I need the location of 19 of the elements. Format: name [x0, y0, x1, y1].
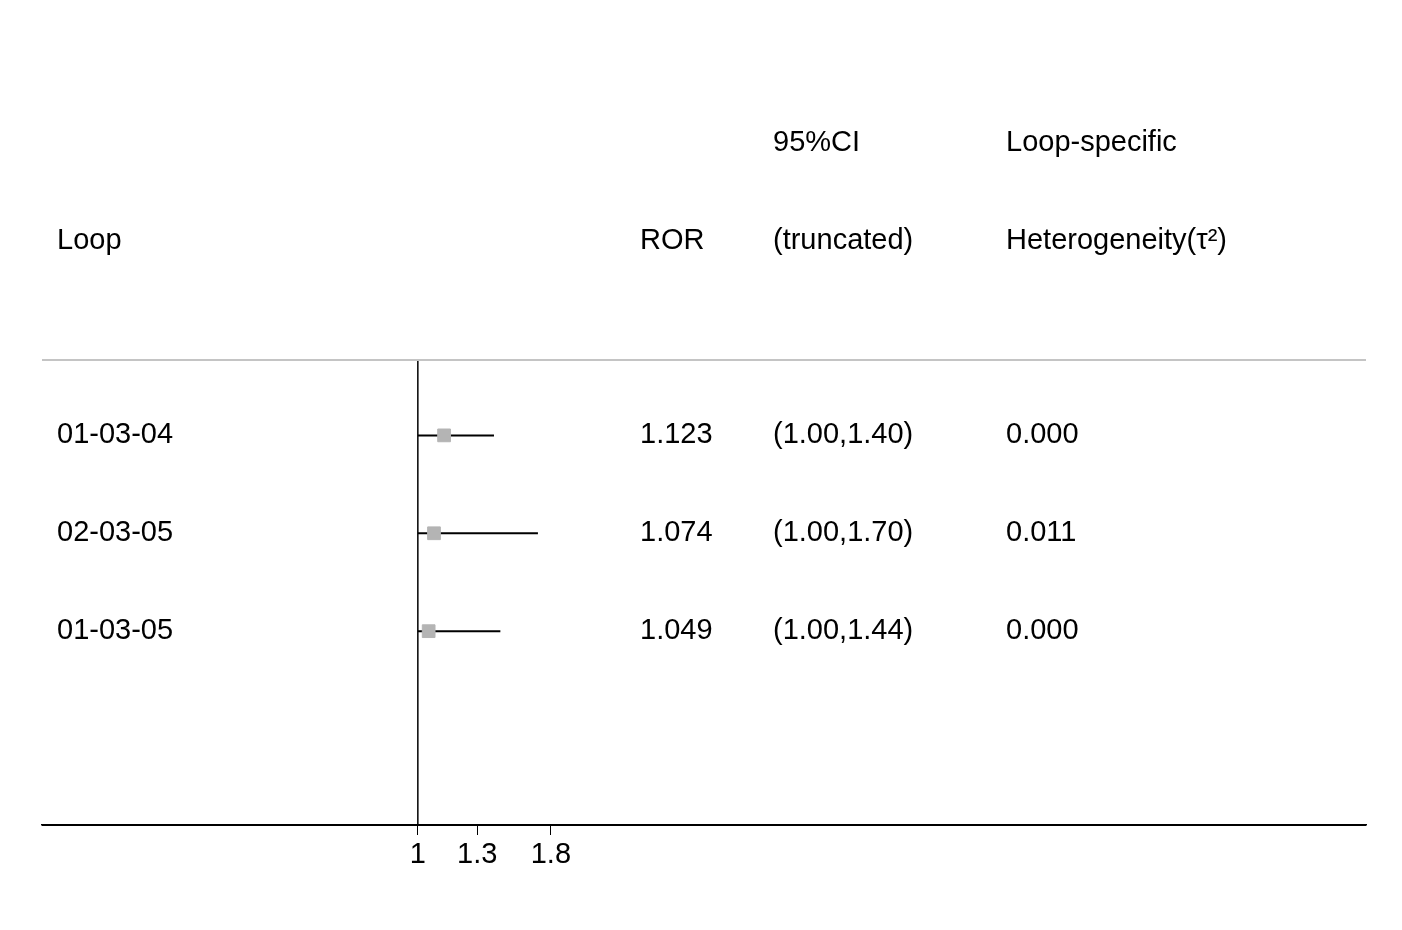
- annotation: (1.00,1.40): [773, 417, 914, 450]
- annotation: 0.000: [1006, 417, 1079, 450]
- x-tick-label: 1.8: [530, 837, 572, 870]
- annotation: 1.049: [640, 613, 713, 646]
- y-tick-label: 02-03-05: [57, 515, 174, 548]
- text: Loop-specific Heterogeneity(τ²): [1006, 125, 1227, 255]
- y-tick-label: 01-03-04: [57, 417, 174, 450]
- x-tick-label: 1.3: [457, 837, 498, 870]
- y-axis-title: Loop: [57, 223, 122, 255]
- y-tick-label: 01-03-05: [57, 613, 174, 646]
- text: ROR: [640, 223, 705, 255]
- annotation: 1.123: [640, 417, 713, 450]
- annotation: 0.000: [1006, 613, 1079, 646]
- annotation: (1.00,1.70): [773, 515, 914, 548]
- annotation: 0.011: [1006, 515, 1077, 548]
- annotation: (1.00,1.44): [773, 613, 914, 646]
- x-tick-label: 1: [409, 837, 426, 870]
- annotation: 1.074: [640, 515, 713, 548]
- text: 95%CI (truncated): [773, 125, 914, 255]
